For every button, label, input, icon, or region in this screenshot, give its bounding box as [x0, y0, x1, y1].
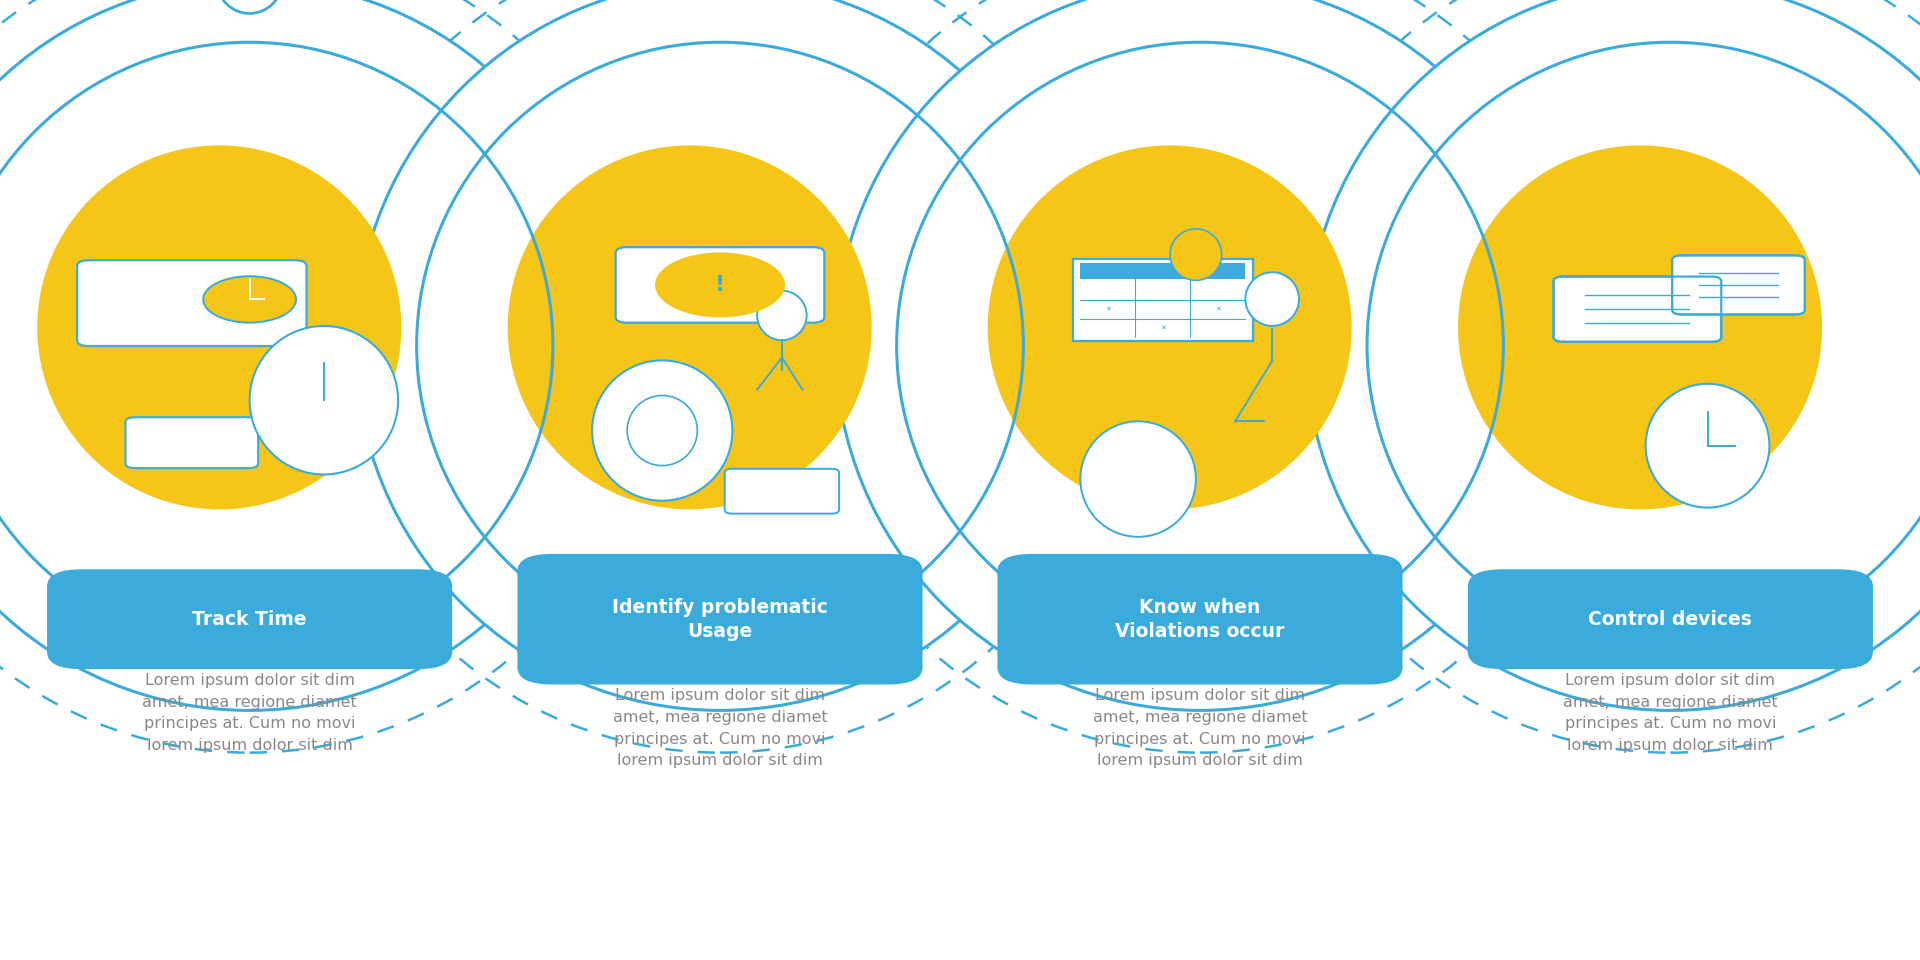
Ellipse shape [36, 145, 401, 510]
FancyBboxPatch shape [516, 554, 922, 684]
Ellipse shape [1645, 384, 1770, 508]
Ellipse shape [1246, 273, 1300, 325]
FancyBboxPatch shape [1553, 276, 1720, 342]
Ellipse shape [591, 360, 732, 501]
Ellipse shape [1169, 228, 1221, 280]
Ellipse shape [204, 276, 296, 323]
Text: Lorem ipsum dolor sit dim
amet, mea regione diamet
principes at. Cum no movi
lor: Lorem ipsum dolor sit dim amet, mea regi… [1563, 673, 1778, 753]
Ellipse shape [0, 0, 614, 710]
Ellipse shape [1588, 253, 1774, 347]
Ellipse shape [987, 145, 1352, 510]
Ellipse shape [655, 252, 785, 318]
Text: Identify problematic
Usage: Identify problematic Usage [612, 597, 828, 641]
Ellipse shape [507, 145, 872, 510]
Ellipse shape [250, 326, 397, 474]
Text: ✕: ✕ [1160, 325, 1165, 331]
FancyBboxPatch shape [48, 569, 453, 669]
Text: Know when
Violations occur: Know when Violations occur [1116, 597, 1284, 641]
Text: ✕: ✕ [1104, 307, 1112, 313]
FancyBboxPatch shape [1672, 255, 1805, 315]
Text: ✕: ✕ [1215, 307, 1221, 313]
Ellipse shape [756, 291, 806, 340]
FancyBboxPatch shape [1467, 569, 1872, 669]
Text: Lorem ipsum dolor sit dim
amet, mea regione diamet
principes at. Cum no movi
lor: Lorem ipsum dolor sit dim amet, mea regi… [612, 688, 828, 768]
Ellipse shape [835, 0, 1565, 710]
Ellipse shape [217, 0, 282, 13]
Text: Lorem ipsum dolor sit dim
amet, mea regione diamet
principes at. Cum no movi
lor: Lorem ipsum dolor sit dim amet, mea regi… [1092, 688, 1308, 768]
Ellipse shape [1081, 421, 1196, 537]
FancyBboxPatch shape [1073, 259, 1254, 341]
Ellipse shape [355, 0, 1085, 710]
Ellipse shape [1457, 145, 1822, 510]
Bar [1081, 263, 1246, 279]
Text: !: ! [714, 275, 726, 295]
Ellipse shape [628, 396, 697, 466]
FancyBboxPatch shape [616, 247, 824, 323]
Text: Control devices: Control devices [1588, 610, 1753, 629]
Text: Lorem ipsum dolor sit dim
amet, mea regione diamet
principes at. Cum no movi
lor: Lorem ipsum dolor sit dim amet, mea regi… [142, 673, 357, 753]
FancyBboxPatch shape [724, 468, 839, 514]
Ellipse shape [1306, 0, 1920, 710]
Text: Track Time: Track Time [192, 610, 307, 629]
FancyBboxPatch shape [998, 554, 1402, 684]
FancyBboxPatch shape [77, 260, 307, 346]
FancyBboxPatch shape [125, 418, 257, 468]
